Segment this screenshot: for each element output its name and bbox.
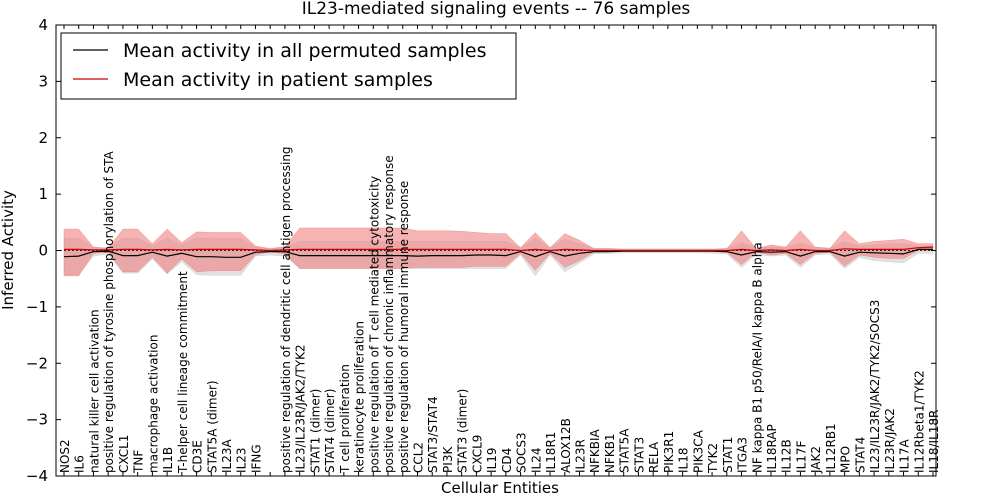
- x-tick-label: SOCS3: [515, 432, 529, 473]
- x-tick-label: MPO: [839, 446, 853, 473]
- x-tick-label: IL23/IL23R/JAK2/TYK2: [294, 344, 308, 473]
- x-tick-label: IL18/IL18R: [927, 410, 941, 473]
- legend-label-permuted: Mean activity in all permuted samples: [123, 40, 486, 62]
- x-tick-label: IL24: [529, 447, 543, 473]
- x-tick-label: STAT4 (dimer): [323, 389, 337, 473]
- x-tick-label: TYK2: [706, 443, 720, 474]
- x-tick-label: STAT5A: [618, 428, 632, 473]
- x-tick-label: IL23: [235, 447, 249, 473]
- x-tick-label: macrophage activation: [146, 335, 160, 473]
- x-tick-label: TNF: [132, 450, 146, 474]
- x-axis: NOS2 IL6 natural killer cell activation pos…: [58, 25, 941, 476]
- series-line-0: [63, 248, 933, 258]
- x-tick-label: IL23R/JAK2: [883, 408, 897, 473]
- chart-title: IL23-mediated signaling events -- 76 sam…: [302, 0, 691, 19]
- x-tick-label: STAT3/STAT4: [426, 396, 440, 473]
- x-tick-label: CD4: [500, 448, 514, 473]
- x-tick-label: PI3K: [441, 446, 455, 473]
- y-axis-label: Inferred Activity: [0, 190, 17, 310]
- x-tick-label: IL23/IL23R/JAK2/TYK2/SOCS3: [868, 300, 882, 473]
- x-tick-label: IL12B: [780, 439, 794, 473]
- x-tick-label: IL18R1: [544, 432, 558, 473]
- y-tick-label: 2: [38, 129, 48, 147]
- x-tick-label: STAT3: [632, 437, 646, 473]
- x-tick-label: JAK2: [809, 446, 823, 474]
- x-tick-label: IL18: [677, 447, 691, 473]
- y-tick-label: 4: [38, 16, 48, 34]
- x-tick-label: CXCL1: [117, 435, 131, 473]
- y-tick-label: 3: [38, 72, 48, 90]
- x-tick-label: IL18RAP: [765, 424, 779, 473]
- x-tick-label: PIK3R1: [662, 431, 676, 473]
- y-tick-label: −3: [26, 411, 48, 429]
- x-tick-label: IL19: [485, 447, 499, 473]
- x-tick-label: positive regulation of T cell mediated c…: [367, 176, 381, 473]
- x-tick-label: T-helper cell lineage commitment: [176, 271, 190, 474]
- x-tick-label: NFKBIA: [588, 428, 602, 473]
- x-tick-label: STAT1: [721, 437, 735, 473]
- x-tick-label: RELA: [647, 441, 661, 473]
- x-tick-label: IL17A: [898, 438, 912, 472]
- x-tick-label: positive regulation of dendritic cell an…: [279, 146, 293, 473]
- y-tick-label: 0: [38, 242, 48, 260]
- legend-label-patient: Mean activity in patient samples: [123, 69, 433, 91]
- x-tick-label: IFNG: [250, 444, 264, 473]
- x-tick-label: ITGA3: [736, 437, 750, 473]
- legend: Mean activity in all permuted samples Me…: [60, 32, 517, 100]
- x-tick-label: positive regulation of tyrosine phosphor…: [102, 150, 116, 473]
- x-tick-label: STAT5A (dimer): [205, 380, 219, 473]
- x-tick-label: IL17F: [794, 440, 808, 472]
- x-tick-label: keratinocyte proliferation: [353, 321, 367, 473]
- x-tick-label: IL12RB1: [824, 423, 838, 473]
- x-tick-label: positive regulation of chronic inflammat…: [382, 155, 396, 473]
- x-tick-label: NOS2: [58, 439, 72, 473]
- x-tick-label: PIK3CA: [691, 429, 705, 473]
- y-tick-label: 1: [38, 185, 48, 203]
- y-tick-label: −1: [26, 298, 48, 316]
- x-tick-label: NF kappa B1 p50/RelA/I kappa B alpha: [750, 242, 764, 473]
- x-tick-label: IL6: [73, 455, 87, 473]
- y-tick-label: −4: [26, 467, 48, 485]
- x-tick-label: IL12Rbeta1/TYK2: [912, 370, 926, 473]
- series-lines-layer: [63, 246, 934, 258]
- x-tick-label: IL23R: [574, 439, 588, 473]
- x-tick-label: STAT3 (dimer): [456, 389, 470, 473]
- x-tick-label: STAT1 (dimer): [308, 389, 322, 473]
- x-tick-label: positive regulation of humoral immune re…: [397, 181, 411, 473]
- x-axis-label: Cellular Entities: [441, 479, 559, 497]
- y-tick-label: −2: [26, 354, 48, 372]
- x-tick-label: NFKB1: [603, 433, 617, 473]
- x-tick-label: T cell proliferation: [338, 364, 352, 474]
- series-line-1: [64, 246, 934, 252]
- x-tick-label: natural killer cell activation: [88, 309, 102, 473]
- bands-layer: [63, 227, 934, 277]
- x-tick-label: CCL2: [412, 442, 426, 473]
- legend-box: [60, 32, 517, 100]
- x-tick-label: IL23A: [220, 438, 234, 472]
- x-tick-label: IL1B: [161, 447, 175, 473]
- y-axis: −4 −3 −2 −1 0 1 2 3 4: [26, 16, 936, 485]
- x-tick-label: CD3E: [191, 440, 205, 473]
- x-tick-label: STAT4: [853, 437, 867, 473]
- x-tick-label: CXCL9: [470, 435, 484, 473]
- x-tick-label: ALOX12B: [559, 418, 573, 473]
